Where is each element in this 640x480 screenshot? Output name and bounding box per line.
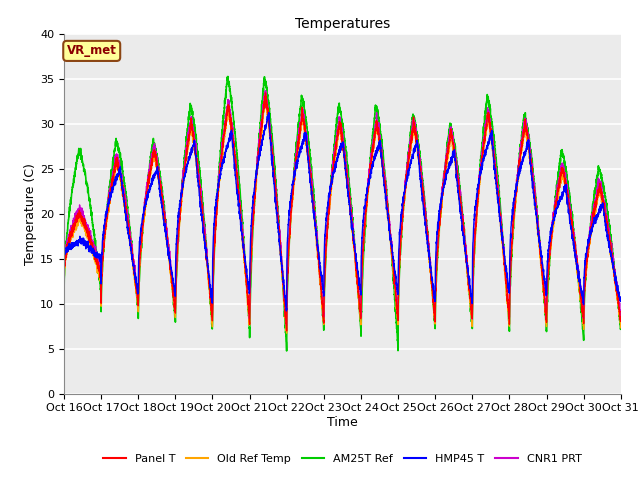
HMP45 T bbox=[616, 297, 624, 303]
Panel T bbox=[616, 315, 624, 321]
Old Ref Temp bbox=[60, 279, 68, 285]
Panel T bbox=[262, 90, 269, 96]
CNR1 PRT bbox=[499, 236, 507, 242]
CNR1 PRT bbox=[60, 270, 68, 276]
AM25T Ref bbox=[224, 73, 232, 79]
AM25T Ref bbox=[436, 210, 444, 216]
CNR1 PRT bbox=[468, 304, 476, 310]
AM25T Ref bbox=[499, 234, 507, 240]
Panel T bbox=[468, 309, 476, 315]
Line: CNR1 PRT: CNR1 PRT bbox=[64, 91, 621, 326]
Panel T bbox=[436, 210, 444, 216]
Old Ref Temp bbox=[322, 253, 330, 259]
HMP45 T bbox=[265, 109, 273, 115]
HMP45 T bbox=[60, 257, 68, 263]
HMP45 T bbox=[322, 220, 330, 226]
Y-axis label: Temperature (C): Temperature (C) bbox=[24, 163, 37, 264]
Panel T bbox=[160, 211, 168, 216]
Old Ref Temp bbox=[283, 330, 291, 336]
Line: AM25T Ref: AM25T Ref bbox=[64, 76, 621, 351]
HMP45 T bbox=[282, 308, 290, 314]
HMP45 T bbox=[436, 205, 444, 211]
Old Ref Temp bbox=[262, 97, 269, 103]
Line: Panel T: Panel T bbox=[64, 93, 621, 331]
Line: Old Ref Temp: Old Ref Temp bbox=[64, 100, 621, 333]
AM25T Ref bbox=[160, 206, 168, 212]
Old Ref Temp bbox=[436, 215, 444, 221]
Panel T bbox=[322, 248, 330, 253]
CNR1 PRT bbox=[322, 243, 330, 249]
Panel T bbox=[283, 328, 291, 334]
CNR1 PRT bbox=[617, 315, 625, 321]
CNR1 PRT bbox=[160, 209, 168, 215]
HMP45 T bbox=[499, 243, 507, 249]
HMP45 T bbox=[160, 221, 168, 227]
HMP45 T bbox=[468, 291, 476, 297]
Old Ref Temp bbox=[160, 216, 168, 221]
AM25T Ref bbox=[616, 324, 624, 330]
Legend: Panel T, Old Ref Temp, AM25T Ref, HMP45 T, CNR1 PRT: Panel T, Old Ref Temp, AM25T Ref, HMP45 … bbox=[99, 450, 586, 468]
CNR1 PRT bbox=[283, 323, 291, 329]
Text: VR_met: VR_met bbox=[67, 44, 116, 58]
AM25T Ref bbox=[468, 315, 476, 321]
AM25T Ref bbox=[283, 348, 291, 354]
CNR1 PRT bbox=[616, 312, 624, 318]
Old Ref Temp bbox=[616, 319, 624, 325]
Panel T bbox=[60, 270, 68, 276]
AM25T Ref bbox=[322, 254, 330, 260]
HMP45 T bbox=[617, 299, 625, 304]
Panel T bbox=[617, 316, 625, 322]
CNR1 PRT bbox=[436, 203, 444, 208]
AM25T Ref bbox=[617, 326, 625, 332]
Line: HMP45 T: HMP45 T bbox=[64, 112, 621, 311]
Old Ref Temp bbox=[617, 325, 625, 331]
Title: Temperatures: Temperatures bbox=[295, 17, 390, 31]
X-axis label: Time: Time bbox=[327, 416, 358, 429]
Old Ref Temp bbox=[499, 250, 507, 256]
Panel T bbox=[499, 242, 507, 248]
CNR1 PRT bbox=[262, 88, 269, 94]
AM25T Ref bbox=[60, 293, 68, 299]
Old Ref Temp bbox=[468, 312, 476, 317]
